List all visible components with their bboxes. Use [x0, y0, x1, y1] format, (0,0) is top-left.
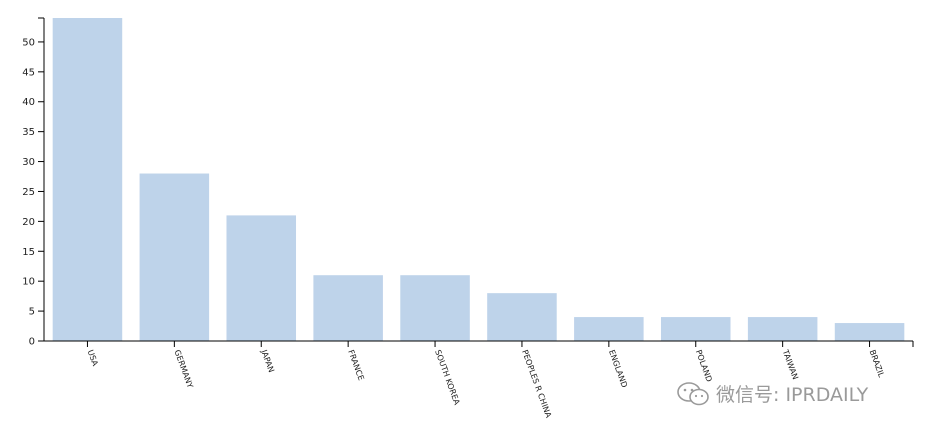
- x-tick-label-japan: JAPAN: [259, 348, 276, 374]
- y-tick-label-20: 20: [22, 217, 35, 228]
- x-tick-label-brazil: BRAZIL: [868, 349, 886, 379]
- watermark-text: 微信号: IPRDAILY: [716, 384, 869, 406]
- x-tick-label-poland: POLAND: [694, 349, 714, 383]
- x-tick-label-taiwan: TAIWAN: [780, 348, 799, 381]
- bar-brazil: [834, 323, 905, 341]
- bar-england: [574, 317, 644, 341]
- y-tick-label-25: 25: [22, 187, 35, 198]
- bar-south-korea: [400, 275, 470, 341]
- bar-france: [313, 275, 383, 341]
- y-tick-label-40: 40: [22, 97, 35, 108]
- x-tick-label-usa: USA: [86, 349, 100, 368]
- bar-germany: [139, 173, 210, 341]
- bar-usa: [52, 18, 123, 341]
- y-tick-label-30: 30: [22, 157, 35, 168]
- bar-peoples-r-china: [487, 293, 557, 341]
- y-tick-label-5: 5: [29, 307, 35, 318]
- y-tick-label-35: 35: [22, 127, 35, 138]
- y-tick-label-0: 0: [29, 337, 35, 348]
- x-tick-label-france: FRANCE: [346, 349, 365, 382]
- wechat-icon: [677, 381, 709, 405]
- y-tick-label-15: 15: [22, 247, 35, 258]
- y-tick-label-45: 45: [22, 67, 35, 78]
- bar-poland: [660, 317, 731, 341]
- x-tick-label-south-korea: SOUTH KOREA: [433, 349, 461, 407]
- y-tick-label-10: 10: [22, 277, 35, 288]
- x-tick-label-england: ENGLAND: [607, 349, 629, 389]
- x-tick-label-peoples-r-china: PEOPLES R CHINA: [520, 349, 553, 420]
- watermark: 微信号: IPRDAILY: [676, 380, 868, 407]
- x-tick-label-germany: GERMANY: [172, 349, 194, 390]
- bar-taiwan: [747, 317, 818, 341]
- y-tick-label-50: 50: [22, 37, 35, 48]
- bar-japan: [226, 215, 297, 341]
